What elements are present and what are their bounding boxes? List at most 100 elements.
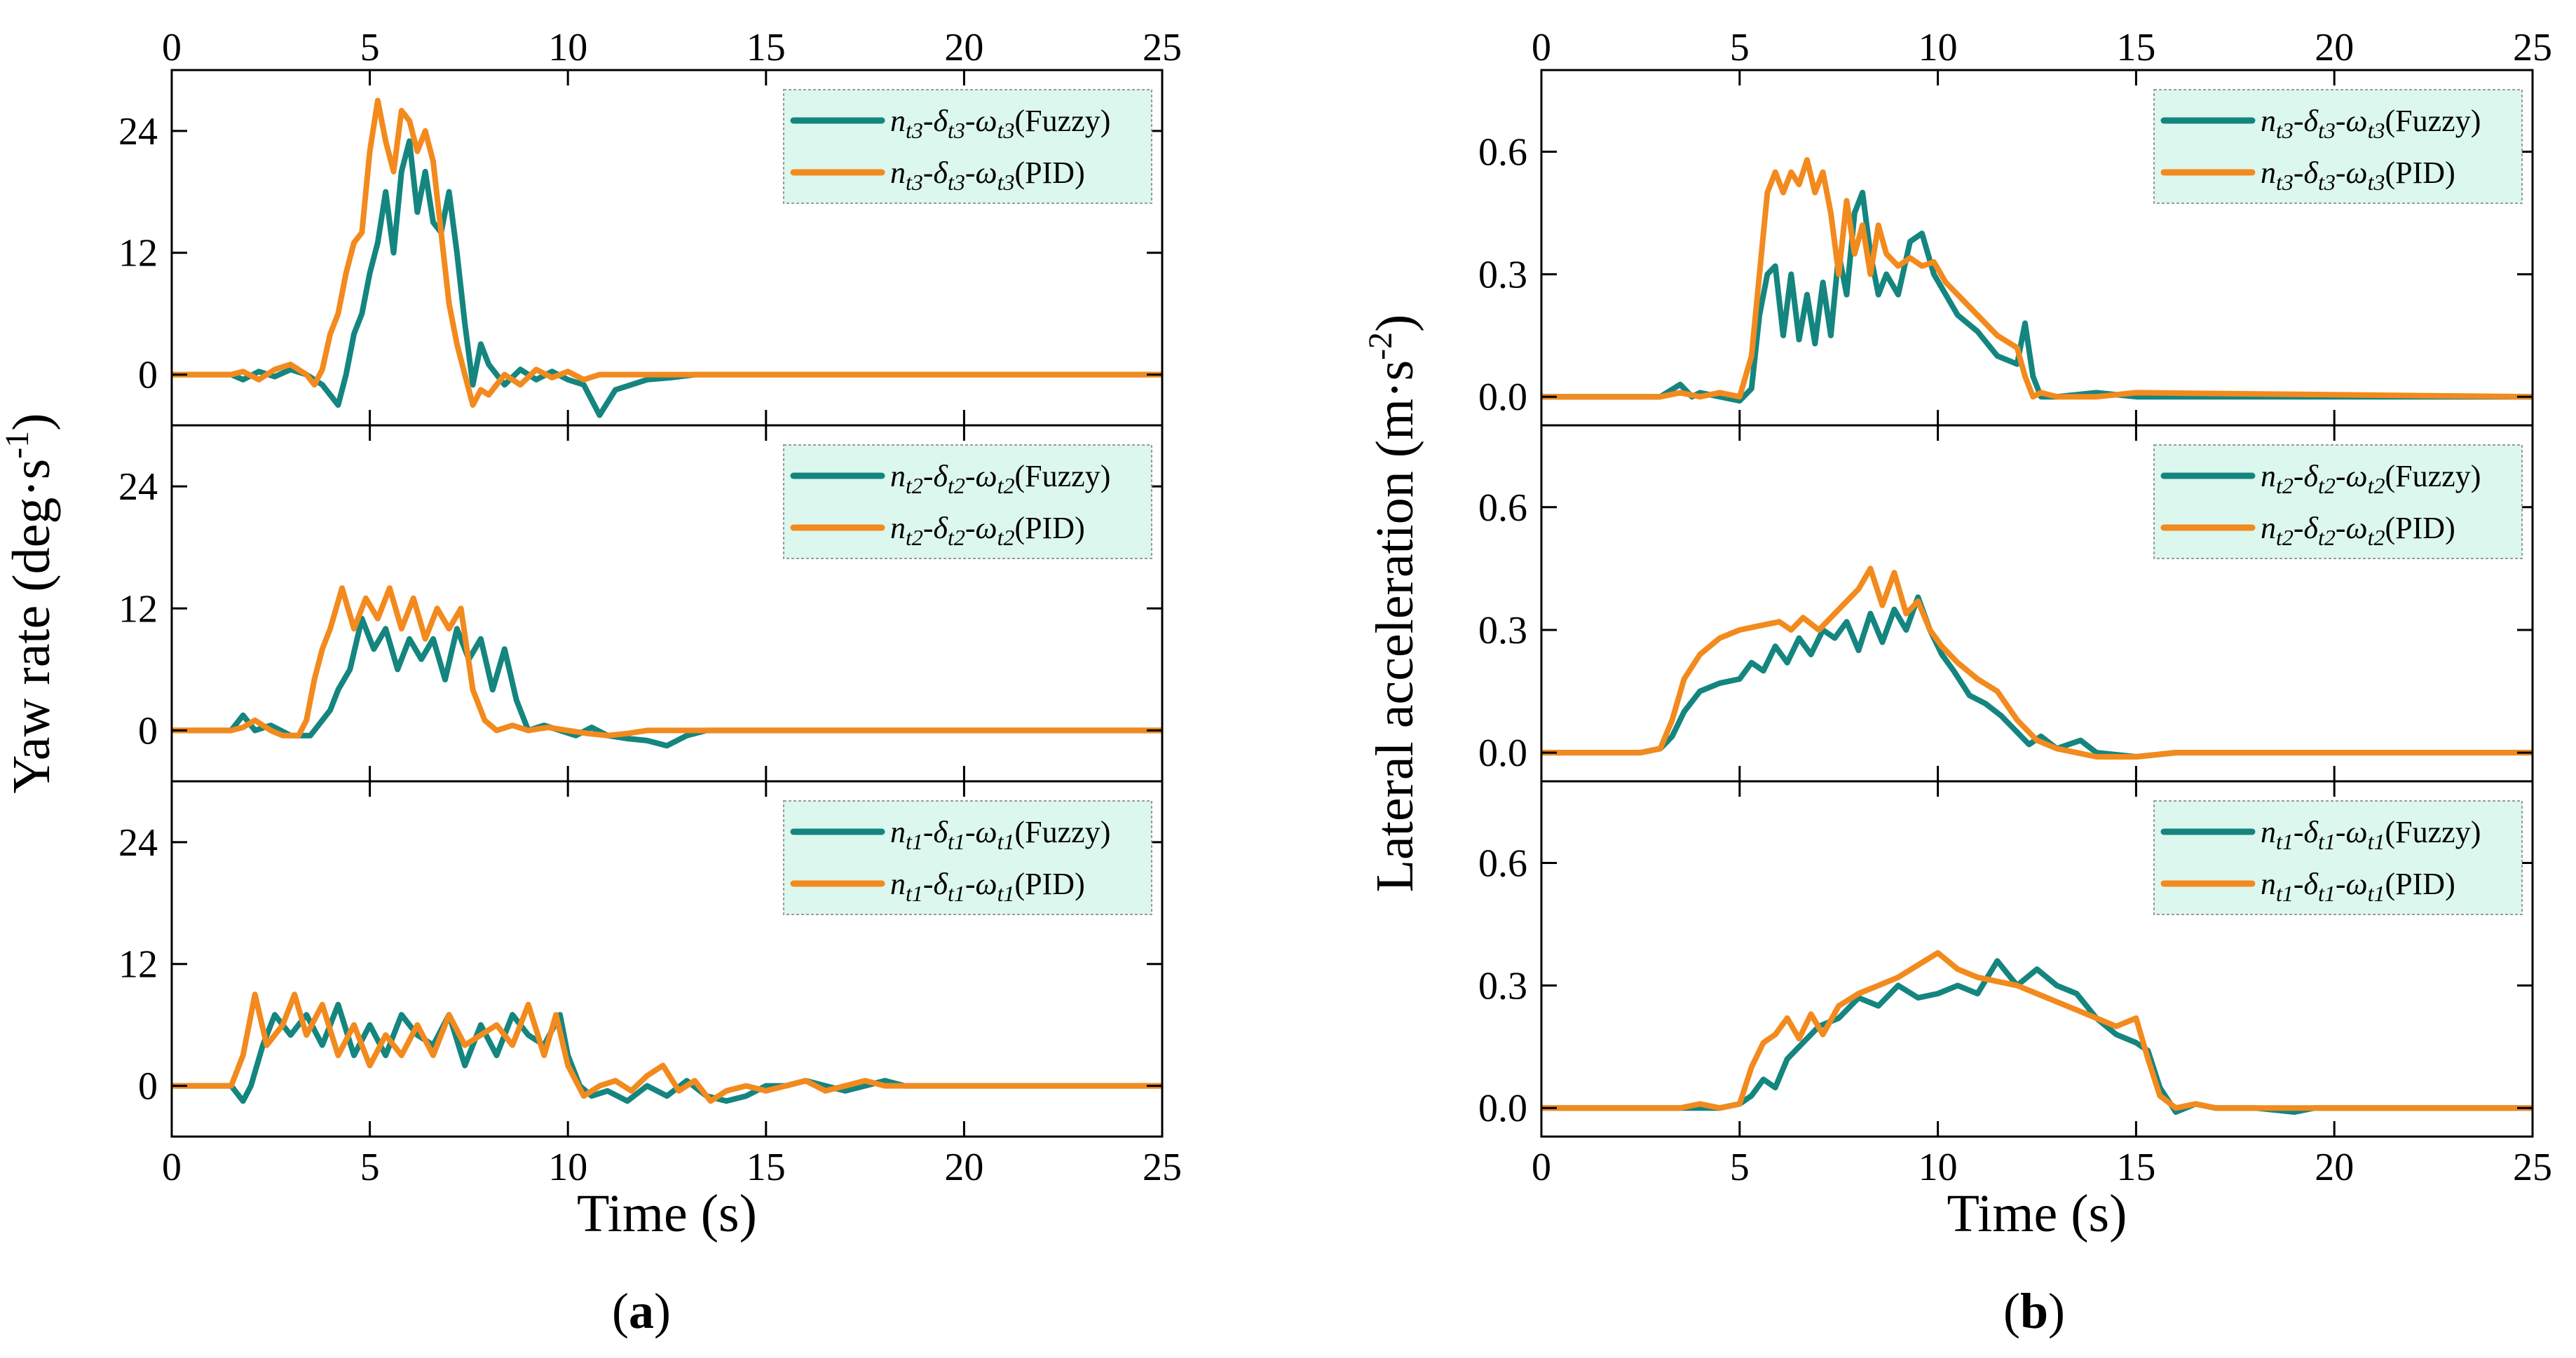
- series-line-pid: [172, 97, 1162, 408]
- legend-box: [783, 444, 1152, 559]
- legend: nt1-δt1-ωt1(Fuzzy)nt1-δt1-ωt1(PID): [2153, 800, 2523, 915]
- legend-omega-sub: t1: [997, 829, 1015, 854]
- legend-delta-sub: t2: [948, 525, 965, 550]
- legend-label-pid: nt3-δt3-ωt3(PID): [890, 156, 1085, 195]
- x-tick-label: 20: [2315, 1146, 2354, 1189]
- legend-omega-sub: t2: [997, 473, 1015, 498]
- legend-n: n: [2261, 459, 2276, 493]
- x-tick-label: 15: [2116, 1146, 2155, 1189]
- figure-label-open: (: [612, 1283, 629, 1339]
- legend-n-sub: t1: [906, 829, 923, 854]
- legend-omega: ω: [2346, 104, 2368, 138]
- series-line-pid: [172, 992, 1162, 1104]
- legend-n: n: [2261, 867, 2276, 901]
- y-tick-label: 0: [138, 709, 158, 753]
- legend-omega: ω: [976, 815, 997, 849]
- legend-dash: -: [965, 156, 976, 190]
- legend-label-pid: nt2-δt2-ωt2(PID): [2261, 511, 2455, 550]
- y-tick-label: 0.0: [1478, 732, 1527, 775]
- legend-omega: ω: [2346, 815, 2368, 849]
- legend-delta: δ: [934, 104, 949, 138]
- chart-b-panel-2: 0.00.30.6nt2-δt2-ωt2(Fuzzy)nt2-δt2-ωt2(P…: [1478, 424, 2534, 783]
- panel-frame: [1540, 780, 2534, 1138]
- legend-n-sub: t3: [906, 170, 923, 195]
- y-axis-title: Yaw rate (deg·s-1): [0, 413, 61, 793]
- legend-controller: (Fuzzy): [1015, 459, 1111, 493]
- y-tick-label: 0.0: [1478, 1087, 1527, 1130]
- legend-delta: δ: [2304, 511, 2319, 545]
- legend-dash: -: [2294, 104, 2304, 138]
- legend-label-fuzzy: nt3-δt3-ωt3(Fuzzy): [2261, 104, 2481, 143]
- legend-dash: -: [2294, 156, 2304, 190]
- series-line-fuzzy: [1541, 189, 2533, 404]
- legend-omega: ω: [2346, 511, 2368, 545]
- legend-omega: ω: [2346, 459, 2368, 493]
- legend-dash: -: [2336, 104, 2346, 138]
- x-tick-label: 0: [1532, 1146, 1551, 1189]
- x-axis-title: Time (s): [1947, 1184, 2127, 1243]
- x-tick-label-top: 0: [162, 26, 182, 69]
- x-tick-label: 0: [162, 1146, 182, 1189]
- chart-b-panel-1: 0.00.30.6nt3-δt3-ωt3(Fuzzy)nt3-δt3-ωt3(P…: [1478, 69, 2534, 427]
- series-line-pid: [1541, 157, 2533, 400]
- y-tick-label: 12: [118, 232, 158, 275]
- x-tick-label-top: 10: [548, 26, 587, 69]
- legend-n-sub: t3: [906, 118, 923, 143]
- legend-label-pid: nt3-δt3-ωt3(PID): [2261, 156, 2455, 195]
- y-axis-title-text: Lateral acceleration (m·s: [1365, 360, 1424, 893]
- legend-delta-sub: t3: [948, 170, 965, 195]
- legend-omega-sub: t3: [2368, 118, 2385, 143]
- legend-omega-sub: t3: [2368, 170, 2385, 195]
- series-line-pid: [1541, 565, 2533, 760]
- legend-n-sub: t1: [906, 881, 923, 906]
- legend-dash: -: [965, 867, 976, 901]
- legend-dash: -: [923, 459, 934, 493]
- legend-n-sub: t3: [2276, 118, 2294, 143]
- x-tick-label: 20: [944, 1146, 983, 1189]
- x-tick-label: 25: [1143, 1146, 1182, 1189]
- legend-controller: (Fuzzy): [1015, 815, 1111, 849]
- legend-dash: -: [965, 511, 976, 545]
- legend-dash: -: [2336, 156, 2346, 190]
- legend-controller: (PID): [1015, 511, 1085, 545]
- legend-omega-sub: t3: [997, 170, 1015, 195]
- figure-label-open: (: [2003, 1283, 2020, 1339]
- legend-n: n: [890, 104, 906, 138]
- legend-n: n: [2261, 511, 2276, 545]
- figure-label-a: (a): [612, 1283, 671, 1339]
- x-tick-label-top: 25: [1143, 26, 1182, 69]
- x-tick-label-top: 15: [2116, 26, 2155, 69]
- legend-box: [2153, 800, 2523, 915]
- legend-omega-sub: t2: [997, 525, 1015, 550]
- legend-controller: (Fuzzy): [2385, 815, 2481, 849]
- legend-controller: (Fuzzy): [1015, 104, 1111, 138]
- legend-omega-sub: t1: [997, 881, 1015, 906]
- legend-n-sub: t1: [2276, 881, 2294, 906]
- x-tick-label-top: 20: [2315, 26, 2354, 69]
- legend-delta-sub: t2: [2318, 473, 2336, 498]
- y-tick-label: 0.6: [1478, 486, 1527, 530]
- x-tick-label: 25: [2513, 1146, 2552, 1189]
- legend-controller: (PID): [2385, 156, 2455, 190]
- y-tick-label: 24: [118, 110, 158, 153]
- y-axis-title-sup: -2: [1362, 332, 1399, 360]
- legend-dash: -: [923, 511, 934, 545]
- legend-n: n: [2261, 156, 2276, 190]
- y-axis-title-close: ): [1365, 315, 1424, 332]
- legend-omega: ω: [976, 104, 997, 138]
- chart-b: 0.00.30.6nt3-δt3-ωt3(Fuzzy)nt3-δt3-ωt3(P…: [1362, 26, 2552, 1339]
- legend-controller: (PID): [2385, 511, 2455, 545]
- x-tick-label-top: 25: [2513, 26, 2552, 69]
- legend-omega-sub: t2: [2368, 525, 2385, 550]
- legend-n: n: [890, 815, 906, 849]
- legend-delta-sub: t1: [948, 829, 965, 854]
- y-tick-label: 0.3: [1478, 253, 1527, 296]
- legend-omega: ω: [2346, 867, 2368, 901]
- x-tick-label: 15: [747, 1146, 786, 1189]
- y-tick-label: 0.0: [1478, 376, 1527, 419]
- legend-n: n: [890, 867, 906, 901]
- legend-delta-sub: t2: [2318, 525, 2336, 550]
- legend-controller: (Fuzzy): [2385, 104, 2481, 138]
- y-tick-label: 0: [138, 354, 158, 397]
